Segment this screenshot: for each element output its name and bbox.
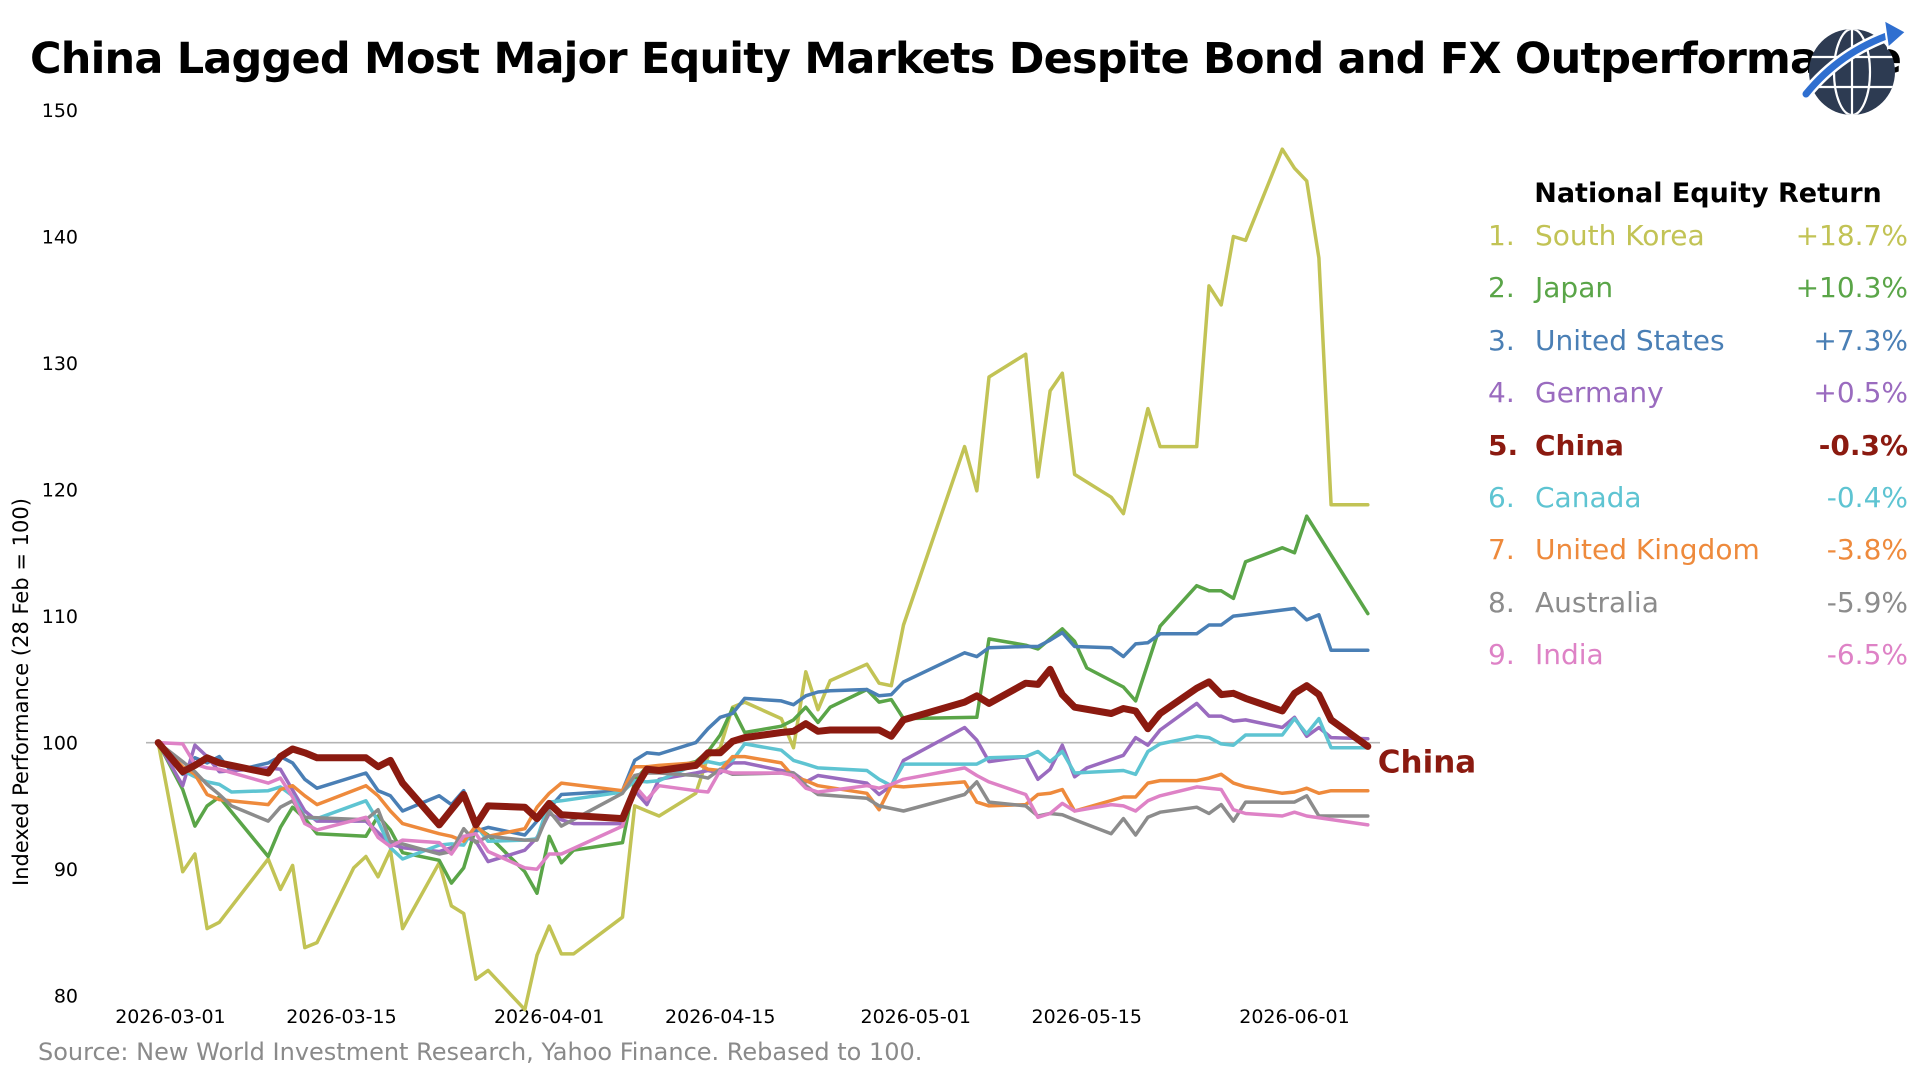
source-note: Source: New World Investment Research, Y… [38, 1038, 923, 1066]
legend-name: China [1535, 428, 1624, 462]
legend-entry-united-kingdom: 7. United Kingdom -3.8% [1488, 533, 1908, 585]
legend-name: South Korea [1535, 219, 1705, 252]
series-line-japan [156, 514, 1370, 895]
legend-name: Japan [1535, 271, 1614, 305]
legend-rank: 3. [1488, 323, 1515, 357]
legend-value: -0.4% [1826, 480, 1908, 514]
legend-value: +10.3% [1795, 271, 1908, 305]
y-tick-label: 140 [42, 227, 78, 249]
y-tick-label: 130 [42, 353, 78, 375]
globe-arrow-logo-icon [1800, 18, 1908, 115]
x-tick-label: 2026-05-15 [1032, 1006, 1142, 1028]
legend-name: United Kingdom [1535, 533, 1760, 567]
legend-entry-japan: 2. Japan +10.3% [1488, 271, 1908, 323]
x-axis: 2026-03-01 2026-03-15 2026-04-01 2026-04-15… [115, 1006, 1349, 1028]
legend-name: India [1535, 638, 1604, 672]
x-tick-label: 2026-04-01 [494, 1006, 604, 1028]
y-tick-label: 110 [42, 606, 78, 628]
legend: National Equity Return 1. South Korea +18.… [1488, 178, 1908, 691]
x-tick-label: 2026-03-15 [286, 1006, 396, 1028]
legend-value: -6.5% [1826, 638, 1908, 672]
y-tick-label: 120 [42, 480, 78, 502]
legend-entry-united-states: 3. United States +7.3% [1488, 324, 1908, 376]
legend-entry-canada: 6. Canada -0.4% [1488, 481, 1908, 533]
legend-rank: 5. [1488, 428, 1519, 462]
series-line-canada [156, 716, 1370, 861]
legend-name: United States [1535, 323, 1725, 357]
legend-value: +7.3% [1813, 323, 1908, 357]
legend-rank: 9. [1488, 638, 1515, 672]
legend-rank: 4. [1488, 376, 1515, 410]
legend-entry-south-korea: 1. South Korea +18.7% [1488, 219, 1908, 271]
legend-value: -5.9% [1826, 585, 1908, 619]
legend-name: Australia [1535, 585, 1659, 619]
y-axis: 80 90 100 110 120 130 140 150 [42, 100, 78, 1008]
y-tick-label: 80 [54, 986, 78, 1008]
legend-entry-china: 5. China -0.3% [1488, 429, 1908, 481]
legend-title: National Equity Return [1534, 178, 1882, 209]
y-axis-label: Indexed Performance (28 Feb = 100) [9, 498, 33, 886]
legend-value: -3.8% [1826, 533, 1908, 567]
legend-entry-australia: 8. Australia -5.9% [1488, 586, 1908, 638]
legend-entry-india: 9. India -6.5% [1488, 638, 1908, 690]
x-tick-label: 2026-03-01 [115, 1006, 225, 1028]
y-tick-label: 150 [42, 100, 78, 122]
series-line-india [156, 740, 1370, 871]
legend-value: +0.5% [1813, 376, 1908, 410]
legend-name: Canada [1535, 480, 1642, 514]
series-lines [154, 147, 1372, 1012]
series-line-united-kingdom [156, 740, 1370, 844]
y-tick-label: 100 [42, 733, 78, 755]
series-line-united-states [156, 606, 1370, 837]
series-line-south-korea [156, 147, 1370, 1012]
x-tick-label: 2026-04-15 [665, 1006, 775, 1028]
legend-entries: 1. South Korea +18.7% 2. Japan +10.3% 3. United… [1488, 219, 1908, 691]
legend-value: +18.7% [1795, 219, 1908, 252]
y-tick-label: 90 [54, 859, 78, 881]
legend-entry-germany: 4. Germany +0.5% [1488, 376, 1908, 428]
legend-name: Germany [1535, 376, 1664, 410]
legend-value: -0.3% [1818, 428, 1908, 462]
series-line-china [154, 665, 1372, 829]
chart-title: China Lagged Most Major Equity Markets D… [30, 34, 1902, 84]
legend-rank: 2. [1488, 271, 1515, 305]
legend-rank: 6. [1488, 480, 1515, 514]
legend-rank: 1. [1488, 219, 1515, 252]
x-tick-label: 2026-06-01 [1239, 1006, 1349, 1028]
x-tick-label: 2026-05-01 [861, 1006, 971, 1028]
china-end-label: China [1378, 744, 1476, 780]
legend-rank: 7. [1488, 533, 1515, 567]
legend-rank: 8. [1488, 585, 1515, 619]
